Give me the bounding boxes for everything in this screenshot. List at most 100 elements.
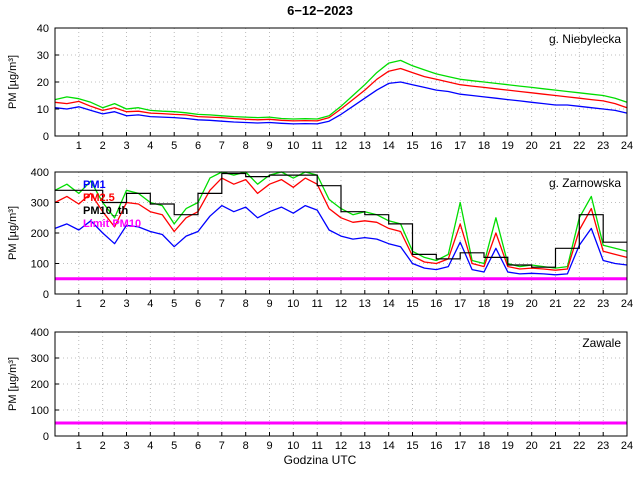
svg-text:17: 17 [454,140,466,152]
svg-text:0: 0 [43,131,49,143]
svg-text:9: 9 [266,440,272,452]
axis-ticks [55,331,628,437]
svg-text:13: 13 [359,440,371,452]
chart-panel-g-niebylecka: 1 2 3 4 5 6 7 8 9 10 11 12 13 14 15 16 17 18 19 20 21 22 23 240… [7,23,633,152]
svg-text:14: 14 [383,140,395,152]
series-pm1 [54,81,628,125]
svg-text:23: 23 [597,298,609,310]
chart-panel-g-zarnowska: 1 2 3 4 5 6 7 8 9 10 11 12 13 14 15 16 17 18 19 20 21 22 23 240… [7,167,633,310]
svg-text:14: 14 [383,440,395,452]
svg-text:16: 16 [430,298,442,310]
svg-text:2: 2 [100,298,106,310]
svg-text:7: 7 [219,440,225,452]
panel-title: Zawale [582,336,621,350]
svg-text:22: 22 [573,140,585,152]
svg-text:0: 0 [43,431,49,443]
svg-text:11: 11 [311,140,322,152]
svg-text:4: 4 [147,298,153,310]
x-axis-label: Godzina UTC [283,453,357,467]
svg-text:8: 8 [243,298,249,310]
series-group [54,171,628,281]
svg-text:1: 1 [76,298,82,310]
y-axis-label: PM [µg/m³] [7,206,19,260]
panel-title: g. Zarnowska [549,176,621,190]
svg-text:7: 7 [219,298,225,310]
svg-text:0: 0 [43,289,49,301]
svg-text:3: 3 [123,298,129,310]
svg-text:4: 4 [147,440,153,452]
legend-pm10-th: PM10_th [83,205,129,217]
legend-pm1: PM1 [83,179,106,191]
svg-text:16: 16 [430,140,442,152]
svg-text:20: 20 [37,77,49,89]
y-axis-label: PM [µg/m³] [7,55,19,109]
axis-tick-labels: 1 2 3 4 5 6 7 8 9 10 11 12 13 14 15 16 17 18 19 20 21 22 23 240… [31,327,633,452]
svg-text:40: 40 [37,23,49,35]
svg-text:13: 13 [359,140,371,152]
svg-text:400: 400 [31,327,49,339]
svg-text:24: 24 [621,298,633,310]
svg-text:19: 19 [502,440,514,452]
svg-text:22: 22 [573,298,585,310]
svg-text:10: 10 [287,440,299,452]
svg-text:8: 8 [243,440,249,452]
svg-text:17: 17 [454,298,466,310]
legend-pm2-5: PM2.5 [83,192,115,204]
svg-text:18: 18 [478,298,490,310]
svg-text:11: 11 [311,440,322,452]
legend-limit-pm10: Limit PM10 [83,218,141,230]
svg-text:2: 2 [100,440,106,452]
svg-text:200: 200 [31,379,49,391]
svg-text:2: 2 [100,140,106,152]
axis-ticks [55,27,628,137]
svg-text:13: 13 [359,298,371,310]
svg-text:21: 21 [549,140,561,152]
series-pm10 [54,59,628,120]
svg-text:1: 1 [76,140,82,152]
svg-text:19: 19 [502,140,514,152]
svg-text:100: 100 [31,259,49,271]
svg-text:4: 4 [147,140,153,152]
svg-text:10: 10 [287,298,299,310]
y-axis-label: PM [µg/m³] [7,357,19,411]
svg-text:12: 12 [335,298,347,310]
svg-text:6: 6 [195,298,201,310]
axis-tick-labels: 1 2 3 4 5 6 7 8 9 10 11 12 13 14 15 16 17 18 19 20 21 22 23 240… [37,23,633,152]
svg-text:300: 300 [31,353,49,365]
svg-text:8: 8 [243,140,249,152]
svg-text:12: 12 [335,140,347,152]
svg-text:3: 3 [123,140,129,152]
svg-text:11: 11 [311,298,322,310]
svg-text:24: 24 [621,440,633,452]
chart-title: 6−12−2023 [287,3,353,18]
svg-text:300: 300 [31,198,49,210]
svg-text:18: 18 [478,140,490,152]
svg-text:9: 9 [266,298,272,310]
series-pm10-th [55,172,627,268]
svg-text:6: 6 [195,440,201,452]
svg-text:1: 1 [76,440,82,452]
svg-text:400: 400 [31,167,49,179]
series-pm1 [54,204,628,276]
svg-text:17: 17 [454,440,466,452]
svg-text:10: 10 [287,140,299,152]
axis-ticks [55,171,628,295]
svg-text:10: 10 [37,104,49,116]
svg-text:20: 20 [526,440,538,452]
svg-text:16: 16 [430,440,442,452]
svg-text:5: 5 [171,440,177,452]
svg-text:6: 6 [195,140,201,152]
svg-text:20: 20 [526,140,538,152]
svg-text:24: 24 [621,140,633,152]
svg-text:9: 9 [266,140,272,152]
series-pm2-5 [54,67,628,122]
svg-text:3: 3 [123,440,129,452]
svg-text:21: 21 [549,440,561,452]
svg-text:100: 100 [31,405,49,417]
svg-text:30: 30 [37,50,49,62]
svg-text:12: 12 [335,440,347,452]
svg-text:15: 15 [406,298,418,310]
svg-text:200: 200 [31,228,49,240]
